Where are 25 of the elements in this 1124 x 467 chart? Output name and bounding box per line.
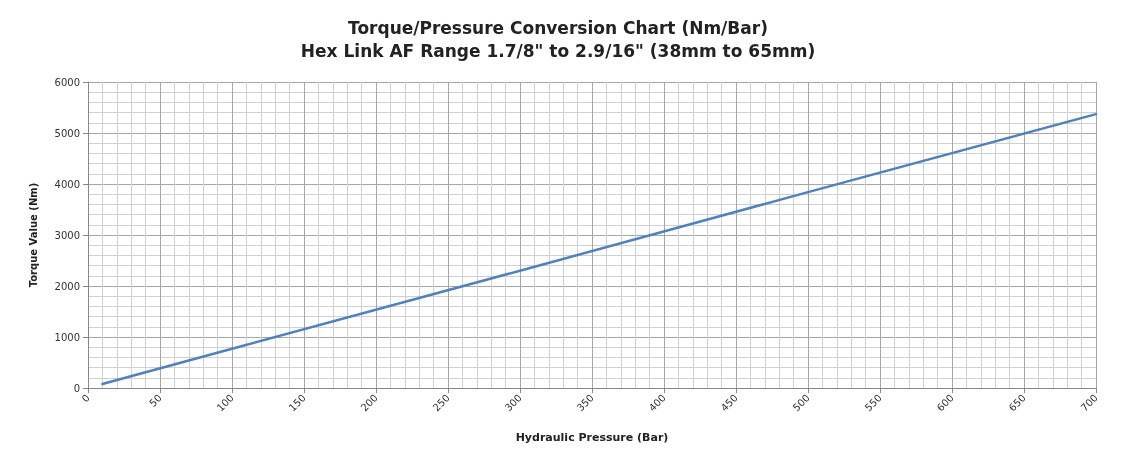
x-tick-label: 550 [862,392,884,414]
x-axis-title: Hydraulic Pressure (Bar) [515,431,669,444]
y-tick-label: 0 [73,382,80,394]
x-tick-label: 600 [934,392,956,414]
x-tick-label: 700 [1078,392,1100,414]
x-tick-label: 300 [502,392,524,414]
y-tick-label: 6000 [54,76,80,88]
y-tick-label: 5000 [54,127,80,139]
line-series [101,112,1098,386]
y-tick-label: 1000 [54,331,80,343]
y-tick-label: 2000 [54,280,80,292]
chart-title: Torque/Pressure Conversion Chart (Nm/Bar) [348,17,768,38]
x-tick-label: 350 [574,392,596,414]
x-tick-label: 650 [1006,392,1028,414]
y-tick-label: 4000 [54,178,80,190]
x-tick-label: 400 [646,392,668,414]
y-tick-label: 3000 [54,229,80,241]
x-tick-label: 500 [790,392,812,414]
x-tick-label: 100 [214,392,236,414]
x-tick-label: 150 [286,392,308,414]
x-tick-label: 0 [79,392,92,405]
x-tick-label: 50 [147,392,164,409]
x-tick-label: 450 [718,392,740,414]
chart-subtitle: Hex Link AF Range 1.7/8" to 2.9/16" (38mm to 65mm) [300,40,816,61]
y-axis-title: Torque Value (Nm) [27,182,39,288]
